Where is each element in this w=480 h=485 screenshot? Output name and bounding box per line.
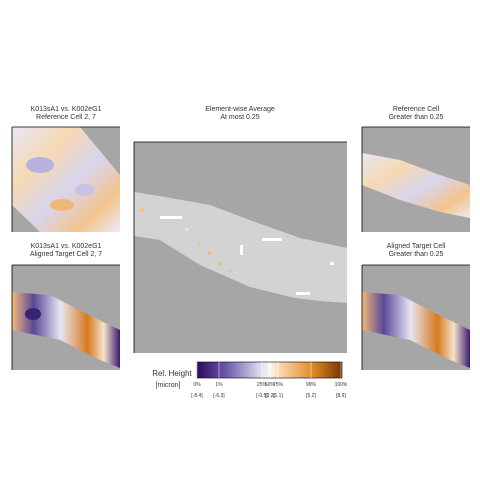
colorbar-tick-label: 100% (335, 382, 348, 388)
heatmap (11, 126, 120, 232)
panel-title: Aligned Target Cell 2, 7 (30, 251, 102, 258)
panel-title: At most 0.25 (220, 114, 259, 121)
colorbar-tick-label: 50% (265, 382, 276, 388)
colorbar-tick-value: [1.1] (273, 393, 283, 399)
panel-title: Element-wise Average (205, 106, 275, 113)
heatmap (361, 126, 470, 232)
colorbar-label: Rel. Height (152, 369, 192, 378)
titles: K013sA1 vs. K002eG1 Reference Cell 2, 7 … (30, 106, 446, 258)
panel-title: Greater than 0.25 (389, 251, 444, 258)
panel-title: K013sA1 vs. K002eG1 (31, 243, 102, 250)
colorbar-tick-value: [-0.5] (256, 393, 268, 399)
heatmap (361, 264, 470, 370)
colorbar-tick-label: 75% (273, 382, 284, 388)
panel-title: Greater than 0.25 (389, 114, 444, 121)
colorbar-tick-value: [5.2] (306, 393, 316, 399)
colorbar-tick-label: 0% (193, 382, 201, 388)
colorbar-tick-label: 1% (215, 382, 223, 388)
colorbar-tick-value: [-6.3] (213, 393, 225, 399)
panel-title: K013sA1 vs. K002eG1 (31, 106, 102, 113)
colorbar-tick-label: 99% (306, 382, 317, 388)
heatmap (11, 264, 120, 370)
heatmap (133, 141, 347, 353)
panel-title: Reference Cell 2, 7 (36, 114, 96, 121)
colorbar-tick-label: 25% (257, 382, 268, 388)
colorbar-tick-value: [8.9] (336, 393, 346, 399)
panel-title: Aligned Target Cell (387, 243, 446, 250)
colorbar-tick-value: [0.2] (265, 393, 275, 399)
colorbar-tick-value: [-8.4] (191, 393, 203, 399)
colorbar: Rel. Height [micron] (152, 361, 343, 389)
colorbar-label: [micron] (156, 382, 181, 389)
panel-title: Reference Cell (393, 106, 440, 113)
